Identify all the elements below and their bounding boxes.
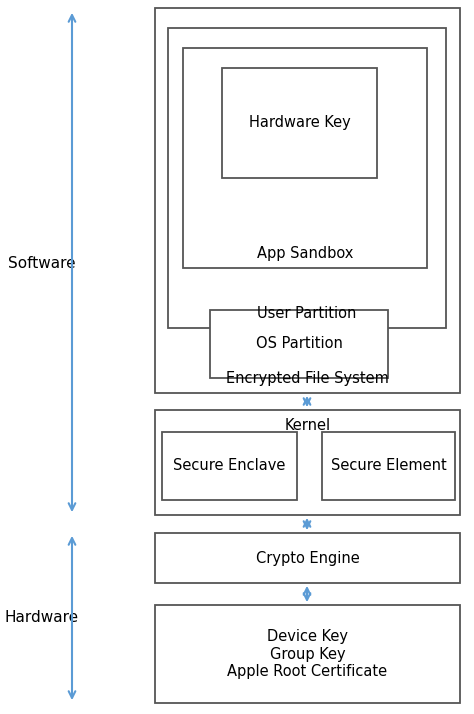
Bar <box>322 432 455 500</box>
Text: User Partition: User Partition <box>257 306 357 321</box>
Text: OS Partition: OS Partition <box>255 336 342 351</box>
Bar <box>222 68 377 178</box>
Bar <box>155 533 460 583</box>
Text: Crypto Engine: Crypto Engine <box>255 550 359 565</box>
Text: Device Key
Group Key
Apple Root Certificate: Device Key Group Key Apple Root Certific… <box>228 629 388 679</box>
Text: Encrypted File System: Encrypted File System <box>226 371 389 386</box>
Bar <box>183 48 427 268</box>
Text: Software: Software <box>8 256 76 271</box>
Bar <box>162 432 297 500</box>
Text: App Sandbox: App Sandbox <box>257 246 353 261</box>
Text: Secure Element: Secure Element <box>331 458 447 473</box>
Text: Kernel: Kernel <box>284 418 330 433</box>
Bar <box>210 310 388 378</box>
Bar <box>155 410 460 515</box>
Bar <box>155 605 460 703</box>
Text: Secure Enclave: Secure Enclave <box>173 458 286 473</box>
Text: Hardware Key: Hardware Key <box>249 116 350 131</box>
Text: Hardware: Hardware <box>5 610 79 625</box>
Bar <box>155 8 460 393</box>
Bar <box>168 28 446 328</box>
